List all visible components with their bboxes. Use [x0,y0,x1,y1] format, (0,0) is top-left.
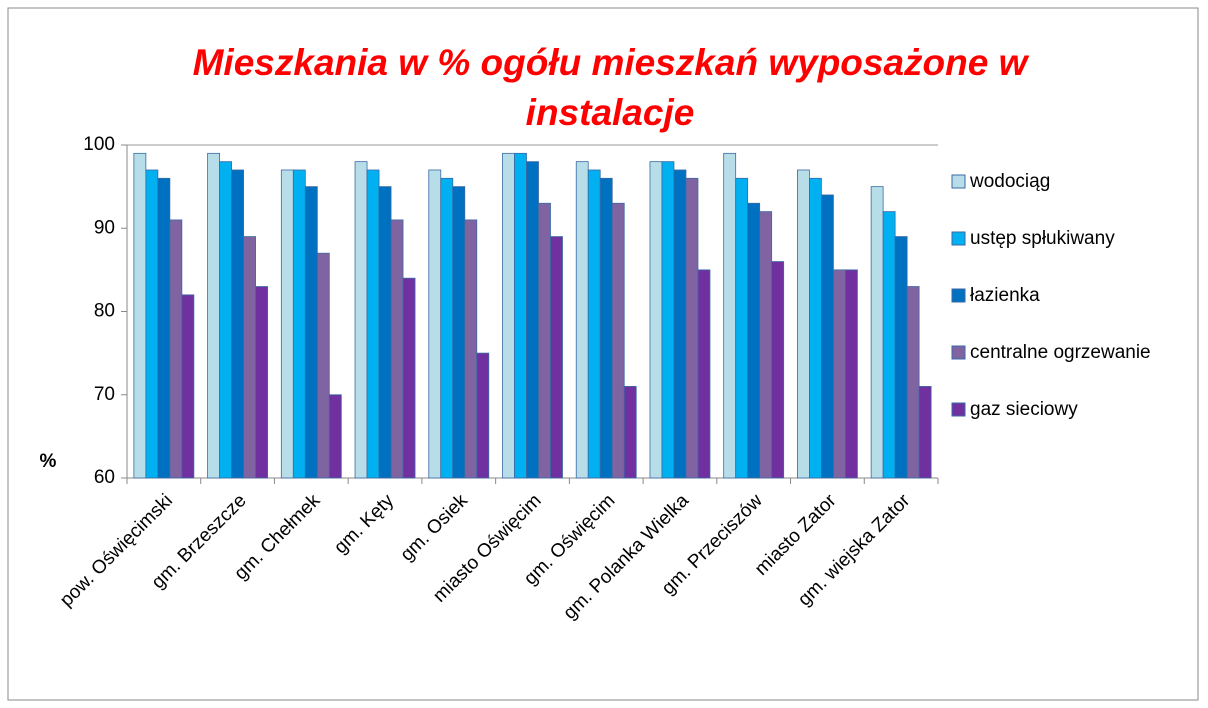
bar [882,211,896,479]
legend-label: łazienka [970,285,1040,306]
y-axis-label: % [40,451,57,472]
bar [354,161,368,479]
bar [526,161,539,479]
bar [402,277,416,479]
bar [673,169,687,479]
bar [575,161,589,479]
bar [771,261,785,479]
bar [452,186,466,479]
bar [243,236,256,479]
bar [747,202,761,479]
legend-label: centralne ogrzewanie [970,342,1151,363]
bar [304,186,318,479]
bar [145,169,159,479]
bar [550,236,563,479]
bar [833,269,846,479]
bar [390,219,404,479]
legend-swatch [951,231,966,246]
bar [611,202,625,479]
bar [661,161,675,479]
bar [870,186,884,479]
bar [623,386,637,479]
bar [797,169,810,479]
y-tick-label: 90 [94,217,115,238]
bar [428,169,442,479]
legend-swatch [951,174,966,189]
bar [328,394,342,479]
bar [759,211,773,479]
bar [476,352,490,479]
bar [723,152,737,479]
bar [502,152,515,479]
legend-swatch [951,288,966,303]
bar [821,194,834,479]
y-tick-label: 100 [83,134,115,155]
legend-label: gaz sieciowy [970,399,1078,420]
bar [845,269,858,479]
x-tick-label: gm. Kęty [330,490,398,558]
bar [378,186,392,479]
bar [735,177,749,479]
legend-swatch [951,402,966,417]
bar [316,252,330,479]
bar [599,177,613,479]
bar [587,169,601,479]
bar [133,152,147,479]
x-tick-label: gm. Polanka Wielka [559,490,693,624]
bar [292,169,306,479]
bar [255,286,268,479]
bar [685,177,699,479]
bar [440,177,454,479]
bar [514,152,527,479]
bar [366,169,380,479]
chart-border [7,7,1199,701]
y-tick-label: 60 [94,467,115,488]
bar [169,219,183,479]
bar [906,286,920,479]
bar [157,177,171,479]
bar [649,161,663,479]
legend-label: wodociąg [969,171,1050,192]
legend-swatch [951,345,966,360]
y-tick-label: 80 [94,301,115,322]
chart-title: Mieszkania w % ogółu mieszkań wyposażone… [192,42,1028,133]
bar [207,152,220,479]
bar [918,386,932,479]
bar [464,219,478,479]
bar [181,294,195,479]
y-tick-label: 70 [94,384,115,405]
bar [231,169,244,479]
bar [219,161,232,479]
legend-label: ustęp spłukiwany [970,228,1115,249]
bar [280,169,294,479]
bar [894,236,908,479]
x-tick-label: gm. Osiek [397,490,473,566]
x-tick-label: pow. Oświęcimski [56,490,177,611]
bar [538,202,551,479]
bar [697,269,711,479]
bar [809,177,822,479]
